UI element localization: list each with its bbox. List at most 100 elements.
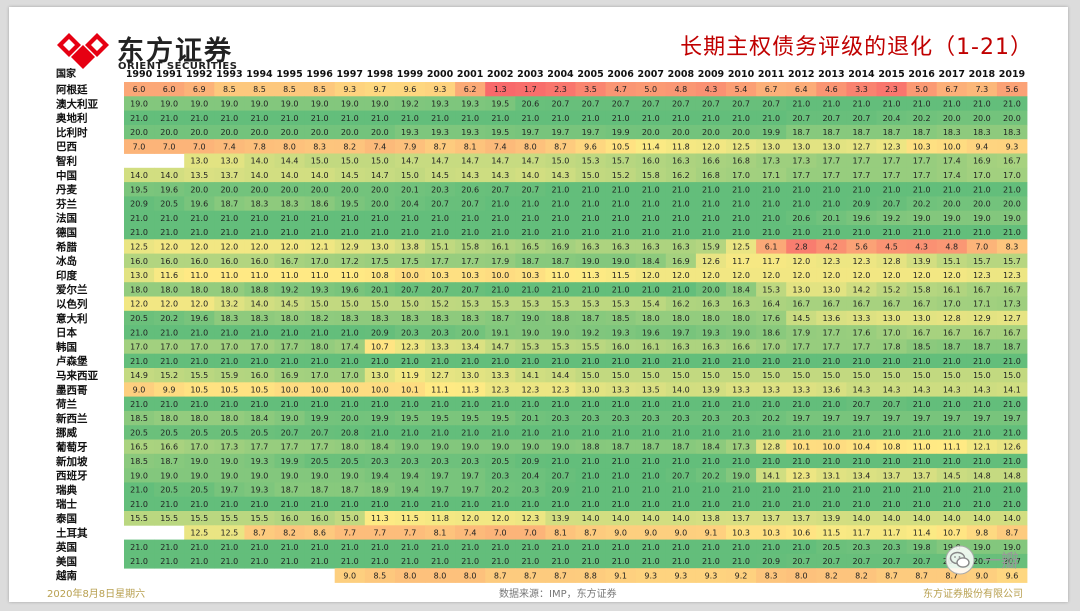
cell-value: 21.0 <box>913 457 931 466</box>
cell-value: 16.6 <box>160 443 178 452</box>
heatmap-cell <box>274 96 305 111</box>
heatmap-cell <box>334 196 366 212</box>
cell-value: 16.3 <box>582 242 600 251</box>
heatmap-cell <box>334 239 366 254</box>
heatmap-cell <box>485 453 516 469</box>
cell-value: 12.3 <box>792 471 810 480</box>
year-header: 2017 <box>939 69 965 80</box>
cell-value: 15.0 <box>612 371 630 380</box>
heatmap-cell <box>635 382 667 397</box>
cell-value: 21.0 <box>552 228 570 237</box>
heatmap-cell <box>184 353 215 369</box>
cell-value: 20.5 <box>251 428 269 437</box>
cell-value: 20.7 <box>702 99 720 108</box>
cell-value: 10.5 <box>612 142 630 151</box>
cell-value: 13.0 <box>371 371 389 380</box>
heatmap-cell <box>726 539 757 555</box>
cell-value: 21.0 <box>461 557 479 566</box>
heatmap-cell <box>846 253 877 269</box>
heatmap-cell <box>455 153 486 169</box>
heatmap-cell <box>726 267 757 283</box>
heatmap-cell <box>575 96 606 111</box>
cell-value: 21.0 <box>341 557 359 566</box>
heatmap-cell <box>846 196 877 212</box>
heatmap-cell <box>756 511 787 526</box>
heatmap-cell <box>244 482 275 498</box>
heatmap-cell <box>274 310 305 326</box>
cell-value: 21.0 <box>732 500 750 509</box>
cell-value: 18.0 <box>190 414 208 423</box>
cell-value: 14.7 <box>461 157 479 166</box>
cell-value: 21.0 <box>973 486 991 495</box>
heatmap-cell <box>695 525 727 540</box>
cell-value: 13.2 <box>220 300 238 309</box>
cell-value: 13.6 <box>822 314 840 323</box>
cell-value: 21.0 <box>521 543 539 552</box>
heatmap-cell <box>244 282 275 297</box>
heatmap-cell <box>124 210 155 226</box>
heatmap-cell <box>394 368 426 383</box>
cell-value: 16.9 <box>973 157 991 166</box>
cell-value: 16.3 <box>672 157 690 166</box>
heatmap-cell <box>425 396 456 412</box>
heatmap-cell <box>726 310 757 326</box>
heatmap-cell <box>274 182 305 197</box>
heatmap-cell <box>515 210 546 226</box>
heatmap-cell <box>124 110 155 126</box>
heatmap-cell <box>635 96 667 111</box>
cell-value: 10.7 <box>943 528 961 537</box>
cell-value: 17.0 <box>1003 171 1021 180</box>
cell-value: 20.5 <box>220 428 238 437</box>
country-label: 澳大利亚 <box>56 97 98 110</box>
heatmap-cell <box>425 496 456 512</box>
heatmap-cell <box>605 382 637 397</box>
cell-value: 20.0 <box>461 328 479 337</box>
cell-value: 19.0 <box>1003 214 1021 223</box>
cell-value: 12.0 <box>251 242 269 251</box>
heatmap-cell <box>364 496 396 512</box>
heatmap-cell <box>184 339 215 355</box>
heatmap-cell <box>846 553 877 569</box>
cell-value: 18.3 <box>1003 128 1021 137</box>
heatmap-cell <box>695 339 727 355</box>
cell-value: 14.0 <box>251 157 269 166</box>
heatmap-cell <box>334 410 366 426</box>
heatmap-cell <box>876 410 907 426</box>
heatmap-cell <box>605 253 637 269</box>
heatmap-cell <box>575 439 606 455</box>
heatmap-cell <box>154 453 185 469</box>
cell-value: 15.9 <box>702 242 720 251</box>
cell-value: 21.0 <box>190 228 208 237</box>
heatmap-cell <box>515 410 546 426</box>
cell-value: 8.2 <box>343 142 356 151</box>
cell-value: 21.0 <box>732 114 750 123</box>
heatmap-cell <box>816 325 847 340</box>
cell-value: 21.0 <box>311 557 329 566</box>
heatmap-cell <box>665 325 697 340</box>
heatmap-cell <box>244 253 275 269</box>
cell-value: 12.0 <box>792 271 810 280</box>
cell-value: 21.0 <box>552 200 570 209</box>
heatmap-cell <box>906 167 938 183</box>
cell-value: 20.0 <box>943 200 961 209</box>
heatmap-cell <box>665 339 697 355</box>
cell-value: 17.7 <box>822 157 840 166</box>
heatmap-cell <box>876 167 907 183</box>
cell-value: 20.7 <box>612 99 630 108</box>
heatmap-cell <box>846 153 877 169</box>
cell-value: 21.0 <box>973 185 991 194</box>
cell-value: 21.0 <box>461 500 479 509</box>
cell-value: 21.0 <box>642 285 660 294</box>
cell-value: 21.0 <box>883 228 901 237</box>
heatmap-cell <box>244 182 275 197</box>
heatmap-cell <box>575 368 606 383</box>
cell-value: 16.8 <box>702 171 720 180</box>
cell-value: 20.0 <box>251 128 269 137</box>
cell-value: 12.5 <box>732 242 750 251</box>
heatmap-cell <box>695 182 727 197</box>
cell-value: 21.0 <box>521 428 539 437</box>
cell-value: 21.0 <box>913 228 931 237</box>
heatmap-cell <box>726 368 757 383</box>
heatmap-cell <box>786 139 817 154</box>
year-header: 2006 <box>607 69 634 80</box>
